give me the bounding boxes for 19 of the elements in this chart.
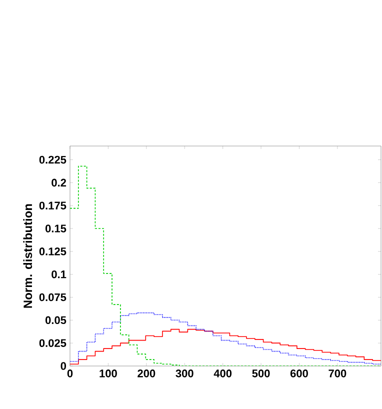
x-tick-label: 500 — [252, 370, 270, 378]
x-tick-label: 200 — [138, 370, 156, 378]
x-tick-label: 0 — [67, 370, 73, 378]
y-tick-label: 0.075 — [39, 293, 66, 302]
x-tick-label: 400 — [214, 370, 232, 378]
y-tick-label: 0.05 — [45, 316, 66, 324]
x-tick-label: 700 — [328, 370, 346, 378]
y-tick-label: 0.225 — [39, 156, 66, 164]
y-tick-label: 0.125 — [39, 248, 66, 256]
y-tick-label: 0.15 — [45, 224, 66, 232]
y-tick-label: 0 — [60, 362, 66, 370]
y-tick-label: 0.1 — [52, 270, 66, 278]
y-tick-label: 0.025 — [39, 339, 66, 347]
y-axis-title: Norm. distribution — [23, 204, 32, 308]
x-tick-label: 100 — [100, 370, 117, 378]
y-tick-label: 0.2 — [52, 178, 66, 187]
x-tick-label: 300 — [176, 370, 194, 378]
y-tick-label: 0.175 — [39, 202, 66, 210]
x-tick-label: 600 — [290, 370, 308, 378]
